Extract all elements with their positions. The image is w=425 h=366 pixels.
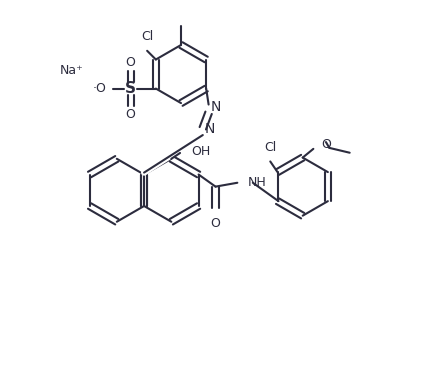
Text: O: O	[126, 108, 136, 121]
Text: O: O	[321, 138, 331, 150]
Text: S: S	[125, 81, 136, 96]
Text: O: O	[126, 56, 136, 69]
Text: N: N	[205, 122, 215, 136]
Text: OH: OH	[191, 145, 210, 157]
Text: Na⁺: Na⁺	[60, 64, 84, 76]
Text: N: N	[210, 100, 221, 114]
Text: ·O: ·O	[93, 82, 106, 95]
Text: O: O	[211, 217, 221, 230]
Text: Cl: Cl	[265, 141, 277, 154]
Text: NH: NH	[248, 176, 267, 189]
Text: Cl: Cl	[141, 30, 153, 42]
